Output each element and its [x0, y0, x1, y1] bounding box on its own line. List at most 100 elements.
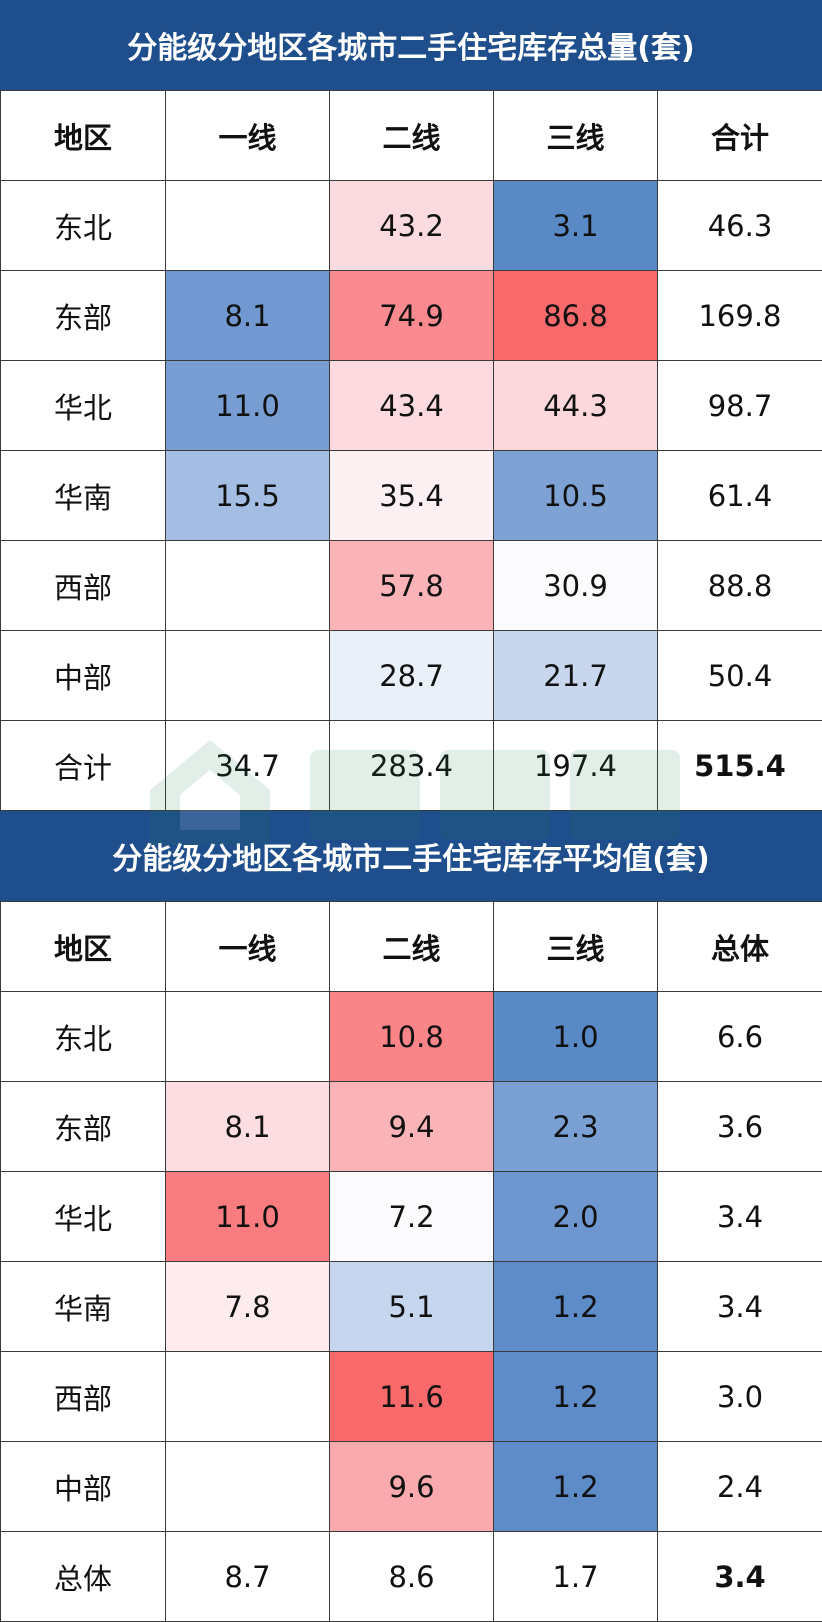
table-cell: 44.3 [494, 361, 658, 451]
row-label: 西部 [1, 541, 166, 631]
table-cell: 7.2 [330, 1172, 494, 1262]
row-label: 西部 [1, 1352, 166, 1442]
table-cell: 7.8 [166, 1262, 330, 1352]
table-cell: 15.5 [166, 451, 330, 541]
row-label: 东部 [1, 1082, 166, 1172]
table-cell: 1.0 [494, 992, 658, 1082]
table-cell: 11.6 [330, 1352, 494, 1442]
table-cell: 9.6 [330, 1442, 494, 1532]
table-cell: 3.4 [658, 1532, 822, 1622]
table-cell [166, 181, 330, 271]
table-cell: 46.3 [658, 181, 822, 271]
table-cell [166, 1352, 330, 1442]
table-cell: 43.4 [330, 361, 494, 451]
table-cell [166, 992, 330, 1082]
row-label: 东北 [1, 181, 166, 271]
header-row: 地区一线二线三线总体 [1, 902, 822, 992]
table-cell: 86.8 [494, 271, 658, 361]
table-cell: 2.3 [494, 1082, 658, 1172]
table-cell: 1.7 [494, 1532, 658, 1622]
table-cell: 5.1 [330, 1262, 494, 1352]
row-label: 华南 [1, 1262, 166, 1352]
table-cell: 61.4 [658, 451, 822, 541]
table-cell: 57.8 [330, 541, 494, 631]
table-title: 分能级分地区各城市二手住宅库存总量(套) [0, 0, 822, 90]
table-cell: 197.4 [494, 721, 658, 811]
header-row: 地区一线二线三线合计 [1, 91, 822, 181]
table-cell: 74.9 [330, 271, 494, 361]
row-label: 华北 [1, 361, 166, 451]
table-cell: 8.6 [330, 1532, 494, 1622]
table-cell: 283.4 [330, 721, 494, 811]
table-cell: 2.4 [658, 1442, 822, 1532]
table-cell: 28.7 [330, 631, 494, 721]
table-cell: 3.4 [658, 1262, 822, 1352]
table-cell: 43.2 [330, 181, 494, 271]
column-header: 二线 [330, 91, 494, 181]
column-header: 合计 [658, 91, 822, 181]
row-label: 合计 [1, 721, 166, 811]
table-cell: 6.6 [658, 992, 822, 1082]
table-cell [166, 1442, 330, 1532]
table-cell: 2.0 [494, 1172, 658, 1262]
table-cell [166, 541, 330, 631]
column-header: 总体 [658, 902, 822, 992]
table-cell: 1.2 [494, 1352, 658, 1442]
table-cell: 30.9 [494, 541, 658, 631]
row-label: 华北 [1, 1172, 166, 1262]
row-label: 总体 [1, 1532, 166, 1622]
column-header: 二线 [330, 902, 494, 992]
column-header: 一线 [166, 91, 330, 181]
table-cell: 10.8 [330, 992, 494, 1082]
table-cell: 11.0 [166, 361, 330, 451]
table-cell: 35.4 [330, 451, 494, 541]
table-cell: 3.0 [658, 1352, 822, 1442]
row-label: 中部 [1, 1442, 166, 1532]
table-cell [166, 631, 330, 721]
table-cell: 3.6 [658, 1082, 822, 1172]
table-cell: 88.8 [658, 541, 822, 631]
table-title: 分能级分地区各城市二手住宅库存平均值(套) [0, 811, 822, 901]
table-cell: 8.1 [166, 271, 330, 361]
table-cell: 10.5 [494, 451, 658, 541]
table-cell: 1.2 [494, 1262, 658, 1352]
table-cell: 11.0 [166, 1172, 330, 1262]
row-label: 东北 [1, 992, 166, 1082]
column-header: 一线 [166, 902, 330, 992]
row-label: 华南 [1, 451, 166, 541]
table-cell: 3.4 [658, 1172, 822, 1262]
row-label: 东部 [1, 271, 166, 361]
table-cell: 34.7 [166, 721, 330, 811]
table-cell: 21.7 [494, 631, 658, 721]
table-cell: 515.4 [658, 721, 822, 811]
column-header: 三线 [494, 902, 658, 992]
column-header: 地区 [1, 91, 166, 181]
table-cell: 50.4 [658, 631, 822, 721]
row-label: 中部 [1, 631, 166, 721]
table-cell: 1.2 [494, 1442, 658, 1532]
table-cell: 3.1 [494, 181, 658, 271]
table-cell: 169.8 [658, 271, 822, 361]
table-cell: 8.7 [166, 1532, 330, 1622]
table-cell: 8.1 [166, 1082, 330, 1172]
table-cell: 9.4 [330, 1082, 494, 1172]
column-header: 地区 [1, 902, 166, 992]
